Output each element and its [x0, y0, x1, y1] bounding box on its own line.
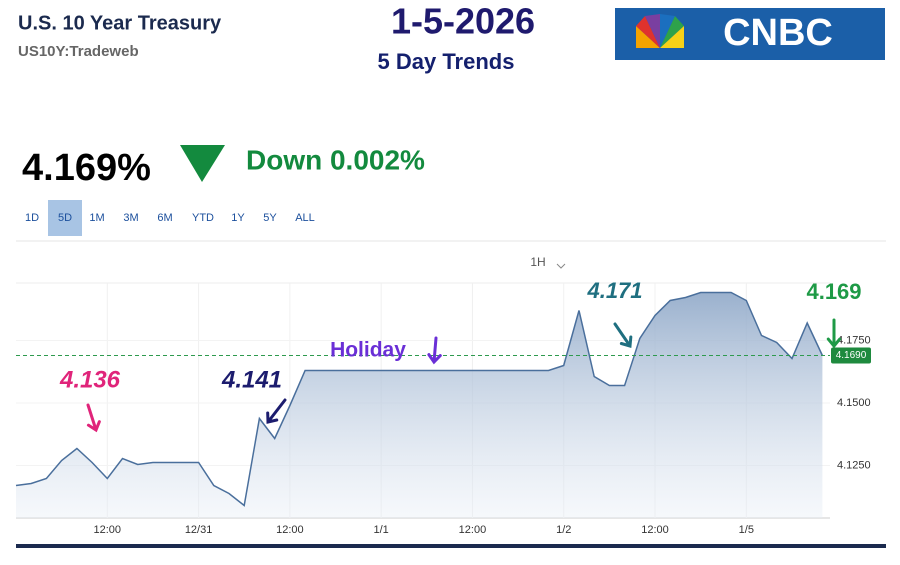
- x-tick-label: 1/1: [374, 524, 389, 536]
- range-button[interactable]: 1M: [89, 212, 104, 224]
- x-tick-label: 12/31: [185, 524, 213, 536]
- change: Down 0.002%: [246, 144, 425, 175]
- annotation: 4.141: [221, 366, 282, 393]
- x-tick-label: 12:00: [459, 524, 487, 536]
- annotation: 4.136: [59, 366, 121, 393]
- last-price-tag: [831, 347, 871, 364]
- interval[interactable]: 1H: [530, 255, 545, 269]
- range-button[interactable]: ALL: [295, 212, 315, 224]
- last-price-label: 4.1690: [836, 350, 867, 361]
- annotation: 4.171: [586, 278, 642, 303]
- x-tick-label: 1/5: [739, 524, 754, 536]
- title: U.S. 10 Year Treasury: [18, 12, 222, 34]
- line: [15, 291, 824, 507]
- annotation-arrow: [826, 318, 842, 349]
- range-button[interactable]: 5Y: [263, 212, 277, 224]
- x-tick-label: 12:00: [94, 524, 122, 536]
- x-tick-label: 12:00: [641, 524, 669, 536]
- annotation: 4.169: [806, 279, 861, 304]
- x-tick-label: 1/2: [556, 524, 571, 536]
- range-button[interactable]: 1D: [25, 212, 39, 224]
- range-button[interactable]: 5D: [58, 212, 72, 224]
- annotation-arrow: [86, 403, 101, 433]
- footer-bar: [16, 544, 886, 548]
- range-button[interactable]: 3M: [123, 212, 138, 224]
- x-tick-label: 12:00: [276, 524, 304, 536]
- y-tick-label: 4.1750: [837, 334, 871, 346]
- y-tick-label: 4.1500: [837, 397, 871, 409]
- logo-text: CNBC: [723, 12, 833, 54]
- range-button[interactable]: YTD: [192, 212, 214, 224]
- down-arrow: [180, 145, 225, 182]
- annotation-arrow: [613, 322, 633, 348]
- annotation-arrow: [266, 398, 287, 424]
- y-tick-label: 4.1250: [837, 459, 871, 471]
- subtitle: 5 Day Trends: [378, 49, 515, 74]
- chevron: [556, 263, 566, 269]
- price: 4.169%: [22, 147, 151, 189]
- area: [16, 292, 823, 518]
- peacock: [636, 14, 684, 48]
- annotation: Holiday: [330, 339, 406, 362]
- symbol: US10Y:Tradeweb: [18, 43, 139, 60]
- date: 1-5-2026: [391, 1, 535, 42]
- annotation-arrow: [427, 336, 442, 365]
- range-button[interactable]: 6M: [157, 212, 172, 224]
- range-selected: [48, 200, 82, 236]
- range-button[interactable]: 1Y: [231, 212, 245, 224]
